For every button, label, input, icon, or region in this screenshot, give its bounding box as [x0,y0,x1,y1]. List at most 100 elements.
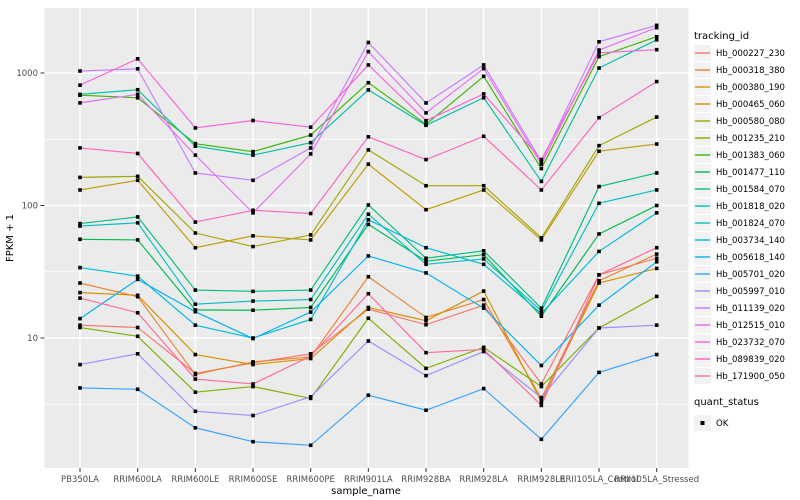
data-points [78,23,659,448]
data-point [424,322,428,327]
data-point [424,366,428,371]
data-point [78,221,82,226]
data-point [78,83,82,87]
data-point [539,162,544,166]
legend-item-label: Hb_000580_080 [716,117,785,127]
legend-item-label: Hb_005701_020 [716,270,785,280]
data-point [193,372,198,377]
data-point [539,166,544,171]
data-point [481,92,486,96]
data-point [539,384,544,389]
y-tick-label: 10 [27,334,38,344]
data-point [251,153,255,157]
data-point [539,314,544,319]
gridlines [44,8,689,468]
legend-item-label: Hb_001584_070 [716,185,785,195]
data-point [597,66,601,70]
data-point [135,221,140,225]
data-point [78,92,82,97]
data-point [539,437,544,442]
data-point [597,272,601,277]
data-point [308,140,313,145]
data-point [251,299,255,303]
legend-item-label: Hb_000227_230 [716,49,785,59]
data-point [366,339,371,343]
data-point [135,87,140,92]
data-point [308,152,313,156]
data-point [654,203,659,208]
data-point [654,23,659,28]
data-point [193,288,198,292]
data-point [251,208,255,213]
data-point [308,310,313,314]
data-point [481,63,486,67]
data-point [308,288,313,292]
data-point [481,289,486,293]
legend-item-label: Hb_003734_140 [716,236,785,246]
data-point [597,51,601,55]
data-point [78,265,82,270]
data-point [654,34,659,39]
data-point [366,80,371,85]
data-point [308,133,313,137]
data-point [481,349,486,354]
legend-item-label: Hb_001383_060 [716,151,785,161]
data-point [366,49,371,54]
data-point [654,142,659,146]
data-point [597,249,601,254]
data-point [424,271,428,275]
data-point [654,115,659,119]
data-point [481,257,486,261]
data-point [78,101,82,105]
data-point [78,146,82,150]
data-point [78,237,82,242]
data-point [654,256,659,261]
data-point [481,249,486,253]
legend-title-quant: quant_status [694,397,759,408]
x-tick-label: RRIM600LA [113,475,162,485]
data-point [481,188,486,192]
data-point [424,207,428,212]
data-point [308,233,313,237]
data-point [135,293,140,298]
data-point [366,148,371,152]
x-tick-label: RRIM928LE [517,475,565,485]
data-point [308,351,313,356]
data-point [193,323,198,327]
data-point [481,74,486,79]
data-point [597,281,601,285]
data-point [193,377,198,381]
legend-item-label: Hb_001235_210 [716,134,785,144]
data-point [251,118,255,123]
data-point [366,305,371,310]
data-point [424,408,428,413]
x-tick-label: PB350LA [61,475,99,485]
data-point [308,211,313,216]
y-tick-label: 1000 [16,69,38,79]
data-point [366,63,371,67]
data-point [193,141,198,146]
data-point [251,308,255,313]
axes: 10 100 1000 PB350LA RRIM600LA RRIM600LE RRIM60… [16,69,699,485]
x-tick-label: RRIM901LA [344,475,393,485]
data-point [481,347,486,352]
data-point [78,323,82,327]
legend-item-label: Hb_001824_070 [716,219,785,229]
data-point [539,236,544,240]
panel-background [44,8,689,468]
data-point [135,56,140,61]
x-axis-title: sample_name [331,486,401,497]
data-point [193,220,198,224]
data-point [654,259,659,264]
data-point [481,262,486,267]
data-point [597,39,601,44]
data-point [654,188,659,192]
data-point [366,254,371,258]
x-tick-label: RRIM600SE [229,475,278,485]
data-point [366,162,371,166]
data-point [78,325,82,330]
x-tick-label: RRII105LA_Control [560,475,639,485]
data-point [78,290,82,295]
data-point [481,303,486,307]
legend-item-label-quant: OK [716,419,729,429]
